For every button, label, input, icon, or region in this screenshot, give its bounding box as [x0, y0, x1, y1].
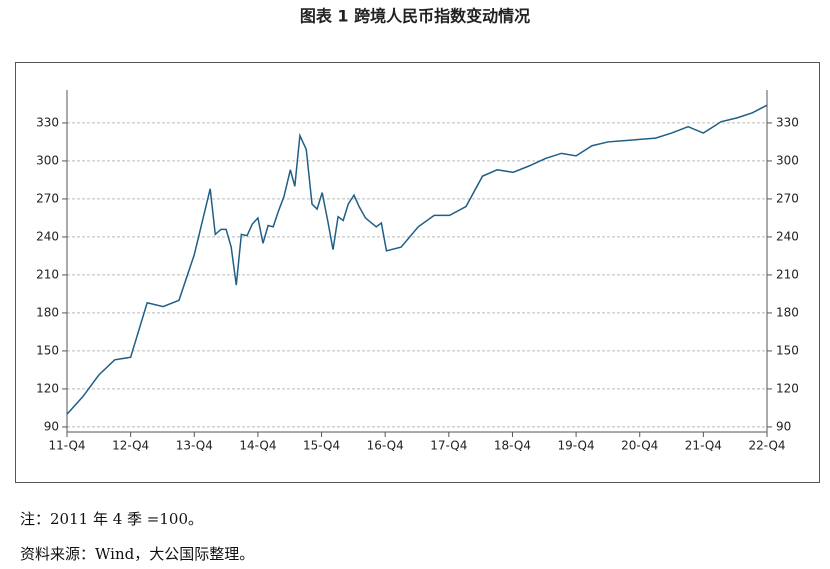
x-tick-label: 11-Q4 [48, 439, 85, 453]
y-tick-label: 180 [36, 305, 59, 319]
y2-tick-label: 180 [776, 305, 799, 319]
y-tick-label: 210 [36, 267, 59, 281]
x-tick-label: 14-Q4 [239, 439, 276, 453]
y2-tick-label: 150 [776, 343, 799, 357]
y-tick-label: 300 [36, 153, 59, 167]
y2-tick-label: 120 [776, 381, 799, 395]
y-tick-label: 240 [36, 229, 59, 243]
y-tick-label: 270 [36, 191, 59, 205]
x-tick-label: 16-Q4 [367, 439, 404, 453]
chart: 图表 1 跨境人民币指数变动情况 90 120 150 180 210 240 270 300… [15, 7, 820, 483]
y2-tick-label: 270 [776, 191, 799, 205]
y-tick-label: 120 [36, 381, 59, 395]
x-tick-label: 12-Q4 [112, 439, 149, 453]
note: 注：2011 年 4 季 =100。 [20, 510, 203, 528]
x-tick-label: 19-Q4 [558, 439, 595, 453]
y2-tick-label: 90 [776, 419, 791, 433]
x-tick-label: 22-Q4 [748, 439, 785, 453]
chart-frame [15, 62, 820, 483]
y2-tick-label: 300 [776, 153, 799, 167]
x-tick-label: 15-Q4 [303, 439, 340, 453]
line-series [66, 104, 768, 415]
chart-title: 图表 1 跨境人民币指数变动情况 [300, 7, 530, 26]
y2-tick-label: 210 [776, 267, 799, 281]
y-tick-label: 150 [36, 343, 59, 357]
x-tick-label: 17-Q4 [430, 439, 467, 453]
x-tick-label: 18-Q4 [494, 439, 531, 453]
x-tick-label: 13-Q4 [176, 439, 213, 453]
y-tick-label: 90 [44, 419, 59, 433]
source: 资料来源：Wind，大公国际整理。 [20, 545, 255, 563]
y2-tick-label: 240 [776, 229, 799, 243]
x-tick-label: 21-Q4 [685, 439, 722, 453]
y2-tick-label: 330 [776, 115, 799, 129]
y-tick-label: 330 [36, 115, 59, 129]
x-tick-label: 20-Q4 [621, 439, 658, 453]
